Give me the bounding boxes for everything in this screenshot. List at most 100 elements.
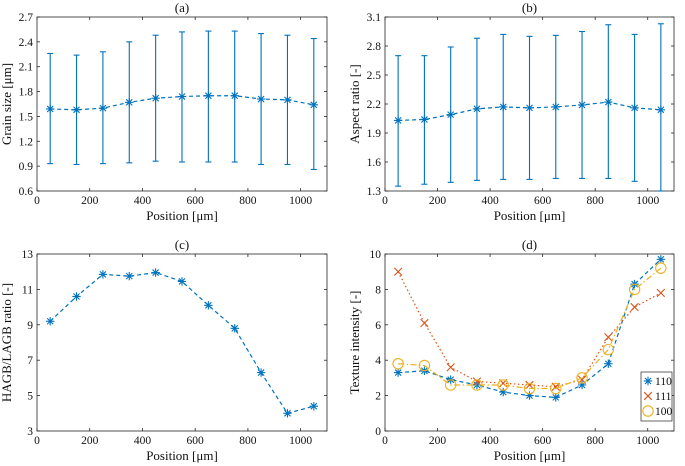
asterisk-stroke: [73, 106, 80, 114]
asterisk-stroke: [552, 393, 560, 401]
data-point: [420, 115, 429, 124]
data-point: [656, 288, 666, 298]
y-tick-label: 1.3: [367, 186, 382, 198]
series-line: [398, 267, 662, 390]
x-stroke: [446, 363, 455, 372]
legend-marker: [643, 376, 653, 386]
y-tick-label: 7: [27, 355, 33, 367]
data-point: [655, 262, 667, 274]
asterisk-stroke: [73, 293, 80, 300]
asterisk-stroke: [46, 105, 54, 113]
data-point: [72, 105, 81, 114]
asterisk-stroke: [204, 92, 212, 100]
asterisk-stroke: [310, 402, 318, 410]
data-point: [392, 357, 404, 370]
y-tick-label: 1.5: [19, 111, 34, 123]
series-110: [393, 255, 666, 402]
data-point: [602, 343, 615, 356]
data-point: [98, 103, 108, 113]
plot-frame: [36, 16, 328, 192]
panel-title: (a): [175, 0, 189, 15]
x-tick-label: 200: [429, 435, 447, 447]
data-point: [444, 379, 457, 391]
panel-d: 0 200 400 600 800 1000 0 2 4 6 8 10 (d) Position [μm]…: [347, 237, 675, 463]
x-axis-label: Position [μm]: [494, 448, 566, 463]
y-tick-label: 0.9: [19, 161, 34, 173]
x-stroke: [643, 391, 653, 401]
x-tick-label: 800: [239, 195, 257, 207]
x-tick-label: 1000: [636, 195, 659, 207]
series-line: [397, 271, 662, 388]
data-point: [525, 103, 534, 113]
panel-a: 0 200 400 600 800 1000 0.6 0.9 1.2 1.5 1.8 2.1 2.4 2.…: [0, 0, 328, 223]
legend-marker: [642, 405, 654, 417]
series-hagb-lagb-ratio: [45, 268, 319, 418]
panel-b: 0 200 400 600 800 1000 1.3 1.6 1.9 2.2 2.5 2.8 3.1 (b…: [347, 0, 675, 223]
data-point: [309, 402, 319, 411]
data-point: [656, 255, 666, 264]
data-point: [523, 382, 536, 395]
asterisk-stroke: [604, 360, 612, 368]
y-tick-label: 1.6: [367, 157, 382, 169]
plot-frame: [384, 253, 675, 432]
x-tick-label: 600: [187, 195, 205, 207]
x-tick-label: 400: [481, 435, 499, 447]
x-tick-label: 0: [382, 195, 388, 207]
data-point: [420, 318, 429, 328]
series-line: [49, 271, 314, 414]
asterisk-stroke: [526, 104, 533, 112]
data-point: [98, 270, 108, 279]
asterisk-stroke: [631, 104, 639, 112]
x-tick-label: 0: [382, 435, 388, 447]
x-stroke: [420, 318, 429, 328]
x-tick-label: 800: [239, 435, 257, 447]
y-tick-label: 1.9: [367, 128, 382, 140]
y-tick-label: 9: [27, 320, 33, 332]
x-tick-label: 800: [587, 435, 605, 447]
plot-frame: [36, 253, 328, 432]
asterisk-stroke: [178, 278, 186, 285]
data-point: [471, 379, 483, 391]
y-tick-label: 2.5: [367, 70, 382, 82]
data-point: [151, 94, 160, 103]
series-line: [398, 101, 661, 122]
data-point: [472, 104, 482, 114]
y-tick-label: 2.2: [367, 99, 382, 111]
data-point: [630, 103, 639, 113]
data-point: [204, 91, 213, 100]
legend-box: [640, 371, 673, 422]
y-axis-label: Grain size [μm]: [0, 63, 14, 145]
x-tick-label: 200: [429, 195, 447, 207]
asterisk-stroke: [552, 103, 560, 111]
data-point: [45, 317, 55, 326]
y-tick-label: 4: [375, 355, 381, 367]
data-point: [525, 380, 534, 390]
y-axis-label: HAGB/LAGB ratio [-]: [0, 283, 14, 402]
asterisk-stroke: [420, 116, 428, 123]
data-point: [628, 283, 641, 296]
asterisk-stroke: [284, 409, 291, 417]
x-tick-label: 600: [534, 195, 552, 207]
y-tick-label: 13: [22, 249, 34, 261]
asterisk-stroke: [394, 117, 402, 124]
y-axis-label: Aspect ratio [-]: [347, 64, 362, 143]
asterisk-stroke: [473, 105, 481, 113]
asterisk-stroke: [310, 101, 318, 109]
asterisk-stroke: [394, 369, 402, 377]
y-tick-label: 11: [22, 284, 33, 296]
legend: 110 111 100: [640, 371, 673, 422]
y-tick-label: 6: [375, 320, 381, 332]
x-tick-label: 800: [587, 195, 605, 207]
asterisk-stroke: [231, 92, 239, 100]
x-tick-label: 200: [81, 195, 99, 207]
asterisk-stroke: [125, 98, 133, 106]
asterisk-stroke: [152, 269, 160, 276]
y-tick-label: 2.4: [19, 37, 34, 49]
panel-title: (c): [175, 237, 189, 252]
y-tick-label: 0: [375, 426, 381, 438]
data-point: [499, 102, 508, 112]
x-tick-label: 1000: [636, 435, 659, 447]
x-tick-label: 0: [34, 435, 40, 447]
x-axis-label: Position [μm]: [146, 448, 218, 463]
data-point: [309, 100, 319, 110]
